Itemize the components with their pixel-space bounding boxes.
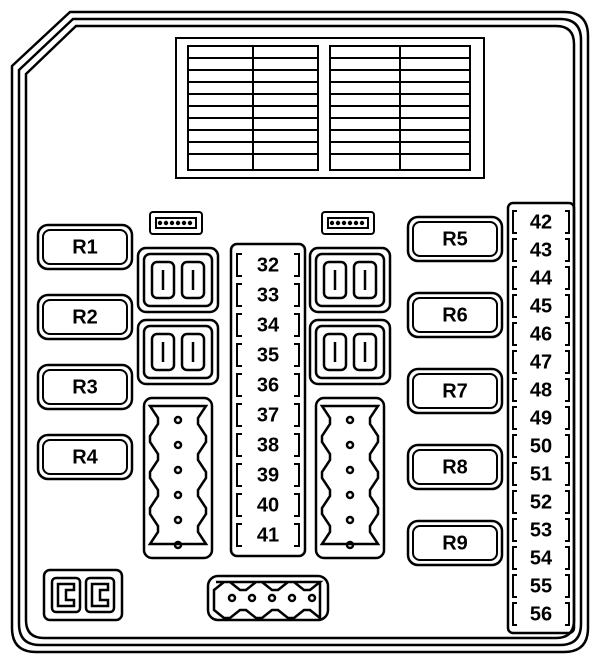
fuse-55: 55 — [513, 575, 569, 597]
fuse-42: 42 — [513, 211, 569, 233]
fuse-label: 48 — [530, 379, 552, 401]
fuse-label: 36 — [257, 374, 279, 396]
fusible-tall-mid — [316, 398, 384, 558]
fuse-label: 39 — [257, 464, 279, 486]
relay-r9: R9 — [408, 521, 502, 565]
relay-label: R1 — [72, 236, 98, 258]
relay-r5: R5 — [408, 217, 502, 261]
fuse-label: 53 — [530, 519, 552, 541]
fuse-label: 56 — [530, 603, 552, 625]
fuse-label: 54 — [530, 547, 553, 569]
fuse-label: 47 — [530, 351, 552, 373]
fuse-44: 44 — [513, 267, 569, 289]
relay-r1: R1 — [38, 225, 132, 269]
fuse-label: 40 — [257, 494, 279, 516]
fuse-label: 38 — [257, 434, 279, 456]
fuse-52: 52 — [513, 491, 569, 513]
connector-small-right — [322, 212, 374, 234]
fusible-block-mid-2 — [310, 320, 390, 384]
fuse-label: 33 — [257, 284, 279, 306]
connector-small-left — [150, 212, 202, 234]
fuse-54: 54 — [513, 547, 569, 569]
relay-r6: R6 — [408, 293, 502, 337]
fuse-51: 51 — [513, 463, 569, 485]
fuse-label: 42 — [530, 211, 552, 233]
fuse-label: 51 — [530, 463, 552, 485]
fuse-label: 37 — [257, 404, 279, 426]
relay-label: R9 — [442, 532, 468, 554]
fuse-36: 36 — [237, 374, 299, 396]
relay-r3: R3 — [38, 365, 132, 409]
fuse-47: 47 — [513, 351, 569, 373]
fuse-40: 40 — [237, 494, 299, 516]
fuse-label: 41 — [257, 524, 279, 546]
fuse-38: 38 — [237, 434, 299, 456]
fusible-block-left-1 — [138, 248, 218, 312]
fusible-block-left-2 — [138, 320, 218, 384]
fuse-48: 48 — [513, 379, 569, 401]
fuse-41: 41 — [237, 524, 299, 546]
relays-left: R1 R2 R3 R4 — [38, 225, 132, 479]
fuse-39: 39 — [237, 464, 299, 486]
fuse-label: 46 — [530, 323, 552, 345]
fuse-32: 32 — [237, 254, 299, 276]
fusible-block-mid-1 — [310, 248, 390, 312]
fuse-53: 53 — [513, 519, 569, 541]
connector-bottom — [208, 576, 328, 620]
fuse-label: 52 — [530, 491, 552, 513]
fuse-column-center: 32 33 34 35 36 37 38 39 40 41 — [231, 244, 305, 556]
fuse-34: 34 — [237, 314, 299, 336]
fuse-box-diagram: R1 R2 R3 R4 R5 R6 R7 R8 R9 — [0, 0, 600, 664]
fuse-label: 55 — [530, 575, 552, 597]
relay-r8: R8 — [408, 445, 502, 489]
relay-r2: R2 — [38, 295, 132, 339]
fuse-label: 49 — [530, 407, 552, 429]
connector-bottom-left — [44, 570, 122, 620]
fuse-label: 35 — [257, 344, 279, 366]
fusible-tall-left — [144, 398, 212, 558]
fuse-label: 45 — [530, 295, 552, 317]
fuse-33: 33 — [237, 284, 299, 306]
relay-label: R5 — [442, 228, 468, 250]
relay-label: R8 — [442, 456, 468, 478]
fuse-50: 50 — [513, 435, 569, 457]
fuse-37: 37 — [237, 404, 299, 426]
fuse-label: 34 — [257, 314, 280, 336]
relays-right: R5 R6 R7 R8 R9 — [408, 217, 502, 565]
fuse-35: 35 — [237, 344, 299, 366]
fuse-56: 56 — [513, 603, 569, 625]
relay-label: R7 — [442, 380, 468, 402]
relay-r4: R4 — [38, 435, 132, 479]
fuse-label: 32 — [257, 254, 279, 276]
relay-label: R6 — [442, 304, 468, 326]
fuse-49: 49 — [513, 407, 569, 429]
fuse-45: 45 — [513, 295, 569, 317]
relay-label: R3 — [72, 376, 98, 398]
fuse-label: 43 — [530, 239, 552, 261]
fuse-column-right: 42 43 44 45 46 47 48 49 50 51 52 53 54 55 56 — [508, 203, 574, 633]
fuse-46: 46 — [513, 323, 569, 345]
relay-label: R2 — [72, 306, 98, 328]
relay-r7: R7 — [408, 369, 502, 413]
fuse-label: 50 — [530, 435, 552, 457]
top-panel — [176, 38, 484, 178]
fuse-label: 44 — [530, 267, 553, 289]
relay-label: R4 — [72, 446, 98, 468]
fuse-43: 43 — [513, 239, 569, 261]
